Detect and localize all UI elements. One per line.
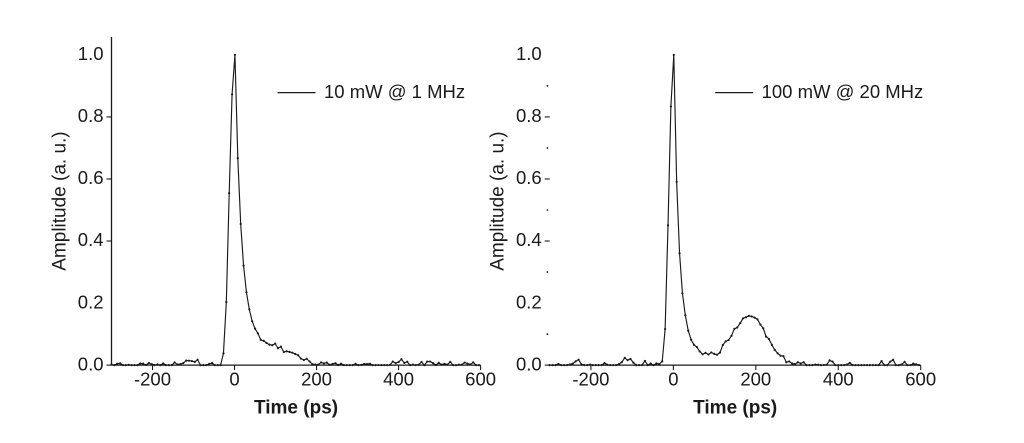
svg-text:Time (ps): Time (ps) [254,398,338,419]
svg-text:Time (ps): Time (ps) [693,398,777,419]
svg-text:0.0: 0.0 [78,353,104,374]
svg-text:Amplitude (a. u.): Amplitude (a. u.) [488,131,509,270]
svg-text:0.4: 0.4 [78,229,104,250]
svg-text:0.6: 0.6 [78,167,104,188]
svg-text:Amplitude (a. u.): Amplitude (a. u.) [50,131,71,270]
svg-text:0.6: 0.6 [516,167,542,188]
svg-text:10 mW @ 1 MHz: 10 mW @ 1 MHz [324,81,465,102]
svg-text:-200: -200 [134,369,171,390]
svg-text:1.0: 1.0 [516,43,542,64]
svg-text:400: 400 [383,369,414,390]
svg-text:0.8: 0.8 [516,105,542,126]
svg-text:0.2: 0.2 [78,291,104,312]
svg-text:400: 400 [823,369,854,390]
svg-text:-200: -200 [572,369,609,390]
svg-text:600: 600 [465,369,496,390]
svg-text:200: 200 [740,369,771,390]
svg-text:0.2: 0.2 [516,291,542,312]
svg-text:0.0: 0.0 [516,353,542,374]
svg-text:0: 0 [229,369,239,390]
svg-text:200: 200 [301,369,332,390]
svg-text:1.0: 1.0 [78,43,104,64]
svg-text:0: 0 [668,369,678,390]
svg-text:0.4: 0.4 [516,229,542,250]
svg-text:100 mW @ 20 MHz: 100 mW @ 20 MHz [762,81,924,102]
svg-text:600: 600 [905,369,936,390]
svg-text:0.8: 0.8 [78,105,104,126]
